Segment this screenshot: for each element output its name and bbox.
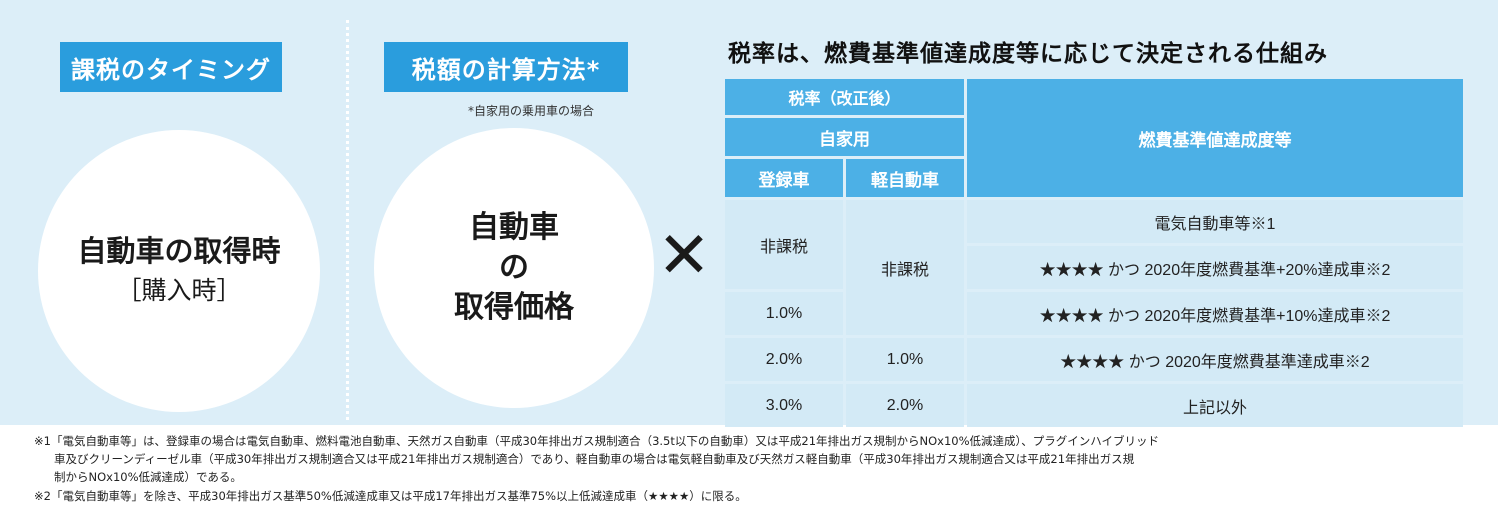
tax-rate-table: 税率（改正後） 燃費基準値達成度等 自家用 登録車 軽自動車 非課税 非課税 電…	[722, 76, 1466, 430]
price-circle-line3: 取得価格	[454, 290, 574, 325]
cell-criteria-other: 上記以外	[967, 384, 1463, 427]
tag-taxation-timing: 課税のタイミング	[60, 42, 282, 92]
price-circle-line2: の	[499, 250, 529, 285]
footnote-1-line1: ※1「電気自動車等」は、登録車の場合は電気自動車、燃料電池自動車、天然ガス自動車…	[34, 434, 1160, 448]
cell-kei-1pct: 1.0%	[846, 338, 964, 381]
cell-registered-2pct: 2.0%	[725, 338, 843, 381]
cell-registered-1pct: 1.0%	[725, 292, 843, 335]
cell-criteria-standard: ★★★★ かつ 2020年度燃費基準達成車※2	[967, 338, 1463, 381]
multiply-icon: ✕	[657, 219, 711, 293]
footnote-2: ※2「電気自動車等」を除き、平成30年排出ガス基準50%低減達成車又は平成17年…	[34, 489, 747, 503]
timing-circle-line2: ［購入時］	[116, 276, 242, 305]
tag-calculation-method: 税額の計算方法*	[384, 42, 628, 92]
cell-criteria-plus20: ★★★★ かつ 2020年度燃費基準+20%達成車※2	[967, 246, 1463, 289]
cell-criteria-ev: 電気自動車等※1	[967, 200, 1463, 243]
table-title: 税率は、燃費基準値達成度等に応じて決定される仕組み	[728, 41, 1328, 67]
footnote-1-line3: 制からNOx10%低減達成）である。	[54, 470, 242, 484]
private-car-note: *自家用の乗用車の場合	[468, 104, 595, 118]
timing-circle-line1: 自動車の取得時	[77, 234, 281, 268]
dotted-divider	[346, 20, 349, 420]
price-circle-line1: 自動車	[469, 210, 559, 245]
cell-registered-exempt: 非課税	[725, 200, 843, 289]
price-circle: 自動車 の 取得価格	[374, 128, 654, 408]
header-kei: 軽自動車	[846, 159, 964, 197]
cell-kei-exempt: 非課税	[846, 200, 964, 335]
cell-kei-2pct: 2.0%	[846, 384, 964, 427]
header-rate: 税率（改正後）	[725, 79, 964, 115]
footnote-1-line2: 車及びクリーンディーゼル車（平成30年排出ガス規制適合又は平成21年排出ガス規制…	[54, 452, 1135, 466]
cell-criteria-plus10: ★★★★ かつ 2020年度燃費基準+10%達成車※2	[967, 292, 1463, 335]
cell-registered-3pct: 3.0%	[725, 384, 843, 427]
timing-circle: 自動車の取得時 ［購入時］	[38, 130, 320, 412]
header-registered: 登録車	[725, 159, 843, 197]
header-private: 自家用	[725, 118, 964, 156]
header-criteria: 燃費基準値達成度等	[967, 79, 1463, 197]
